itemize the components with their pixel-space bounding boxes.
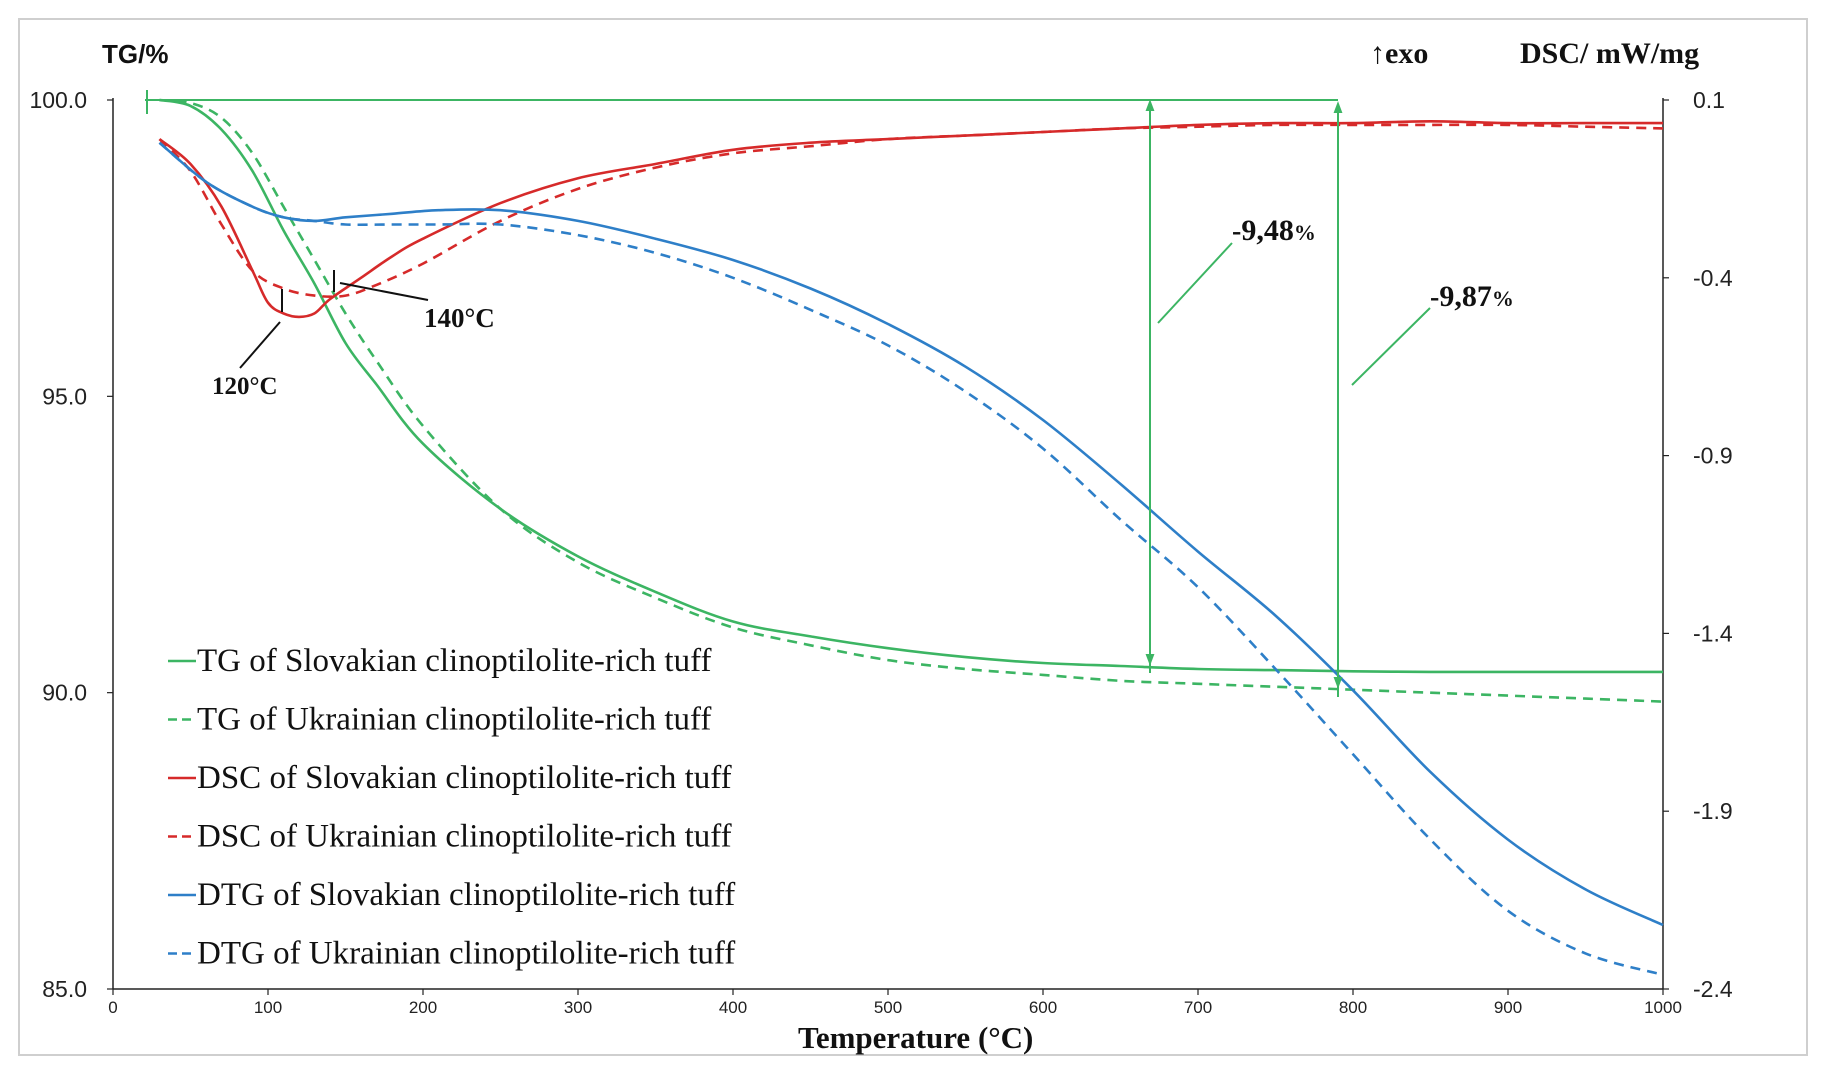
legend-label-4: DTG of Slovakian clinoptilolite-rich tuf…: [197, 877, 735, 913]
peak2-leader: [339, 282, 429, 301]
right-tick-label-2: -0.9: [1693, 443, 1733, 469]
loss2-label: -9,87%: [1430, 280, 1514, 313]
left-axis-title: TG/%: [102, 39, 168, 69]
series-line-0: [159, 98, 1663, 674]
left-tick-label-0: 100.0: [29, 87, 87, 113]
series-line-3: [158, 123, 1664, 299]
legend-label-3: DSC of Ukrainian clinoptilolite-rich tuf…: [197, 819, 732, 855]
x-tick-label-4: 400: [719, 998, 747, 1017]
axis-ticks: 0 100 200 300 400 500 600 700 800 900 1000 100.0 95.…: [29, 87, 1732, 1017]
series-line-5: [158, 141, 1664, 977]
right-axis-title: DSC/ mW/mg: [1520, 37, 1699, 70]
peak-markers: [239, 270, 429, 369]
left-tick-label-1: 95.0: [42, 383, 87, 409]
x-tick-label-0: 0: [108, 998, 117, 1017]
mass-loss-markers: [145, 90, 1431, 697]
x-tick-label-10: 1000: [1644, 998, 1682, 1017]
right-tick-label-1: -0.4: [1693, 265, 1733, 291]
right-tick-label-0: 0.1: [1693, 87, 1725, 113]
x-tick-label-8: 800: [1339, 998, 1367, 1017]
legend-label-1: TG of Ukrainian clinoptilolite-rich tuff: [197, 702, 711, 738]
x-tick-label-5: 500: [874, 998, 902, 1017]
loss2-unit: %: [1492, 286, 1514, 311]
legend: TG of Slovakian clinoptilolite-rich tuff…: [168, 643, 735, 972]
x-axis-title: Temperature (°C): [798, 1020, 1033, 1055]
peak1-leader: [239, 321, 281, 369]
x-tick-label-1: 100: [254, 998, 282, 1017]
legend-label-2: DSC of Slovakian clinoptilolite-rich tuf…: [197, 760, 732, 796]
x-tick-label-3: 300: [564, 998, 592, 1017]
loss2-leader: [1351, 307, 1431, 386]
chart-frame: [18, 18, 1808, 1056]
series-line-4: [158, 141, 1664, 927]
x-tick-label-7: 700: [1184, 998, 1212, 1017]
left-tick-label-2: 90.0: [42, 680, 87, 706]
series-line-2: [158, 119, 1663, 319]
loss1-arrowhead-top: [1145, 99, 1155, 111]
x-tick-label-9: 900: [1494, 998, 1522, 1017]
loss1-label: -9,48%: [1232, 214, 1316, 247]
loss1-value: 9,48: [1241, 214, 1294, 247]
plot-lines: [158, 98, 1664, 977]
loss1-leader: [1157, 242, 1233, 324]
right-tick-label-4: -1.9: [1693, 798, 1733, 824]
peak1-label: 120°C: [212, 373, 278, 400]
loss2-value: 9,87: [1439, 280, 1492, 313]
loss2-arrowhead-top: [1333, 101, 1343, 113]
legend-label-5: DTG of Ukrainian clinoptilolite-rich tuf…: [197, 936, 735, 972]
loss1-unit: %: [1294, 220, 1316, 245]
loss2-arrowhead-bottom: [1333, 677, 1343, 689]
right-tick-label-3: -1.4: [1693, 620, 1733, 646]
legend-label-0: TG of Slovakian clinoptilolite-rich tuff: [197, 643, 711, 679]
loss1-arrowhead-bottom: [1145, 654, 1155, 666]
right-tick-label-5: -2.4: [1693, 976, 1733, 1002]
peak2-label: 140°C: [424, 303, 495, 333]
x-tick-label-6: 600: [1029, 998, 1057, 1017]
left-tick-label-3: 85.0: [42, 976, 87, 1002]
exo-label: ↑exo: [1370, 37, 1428, 70]
x-tick-label-2: 200: [409, 998, 437, 1017]
series-line-1: [159, 98, 1664, 703]
